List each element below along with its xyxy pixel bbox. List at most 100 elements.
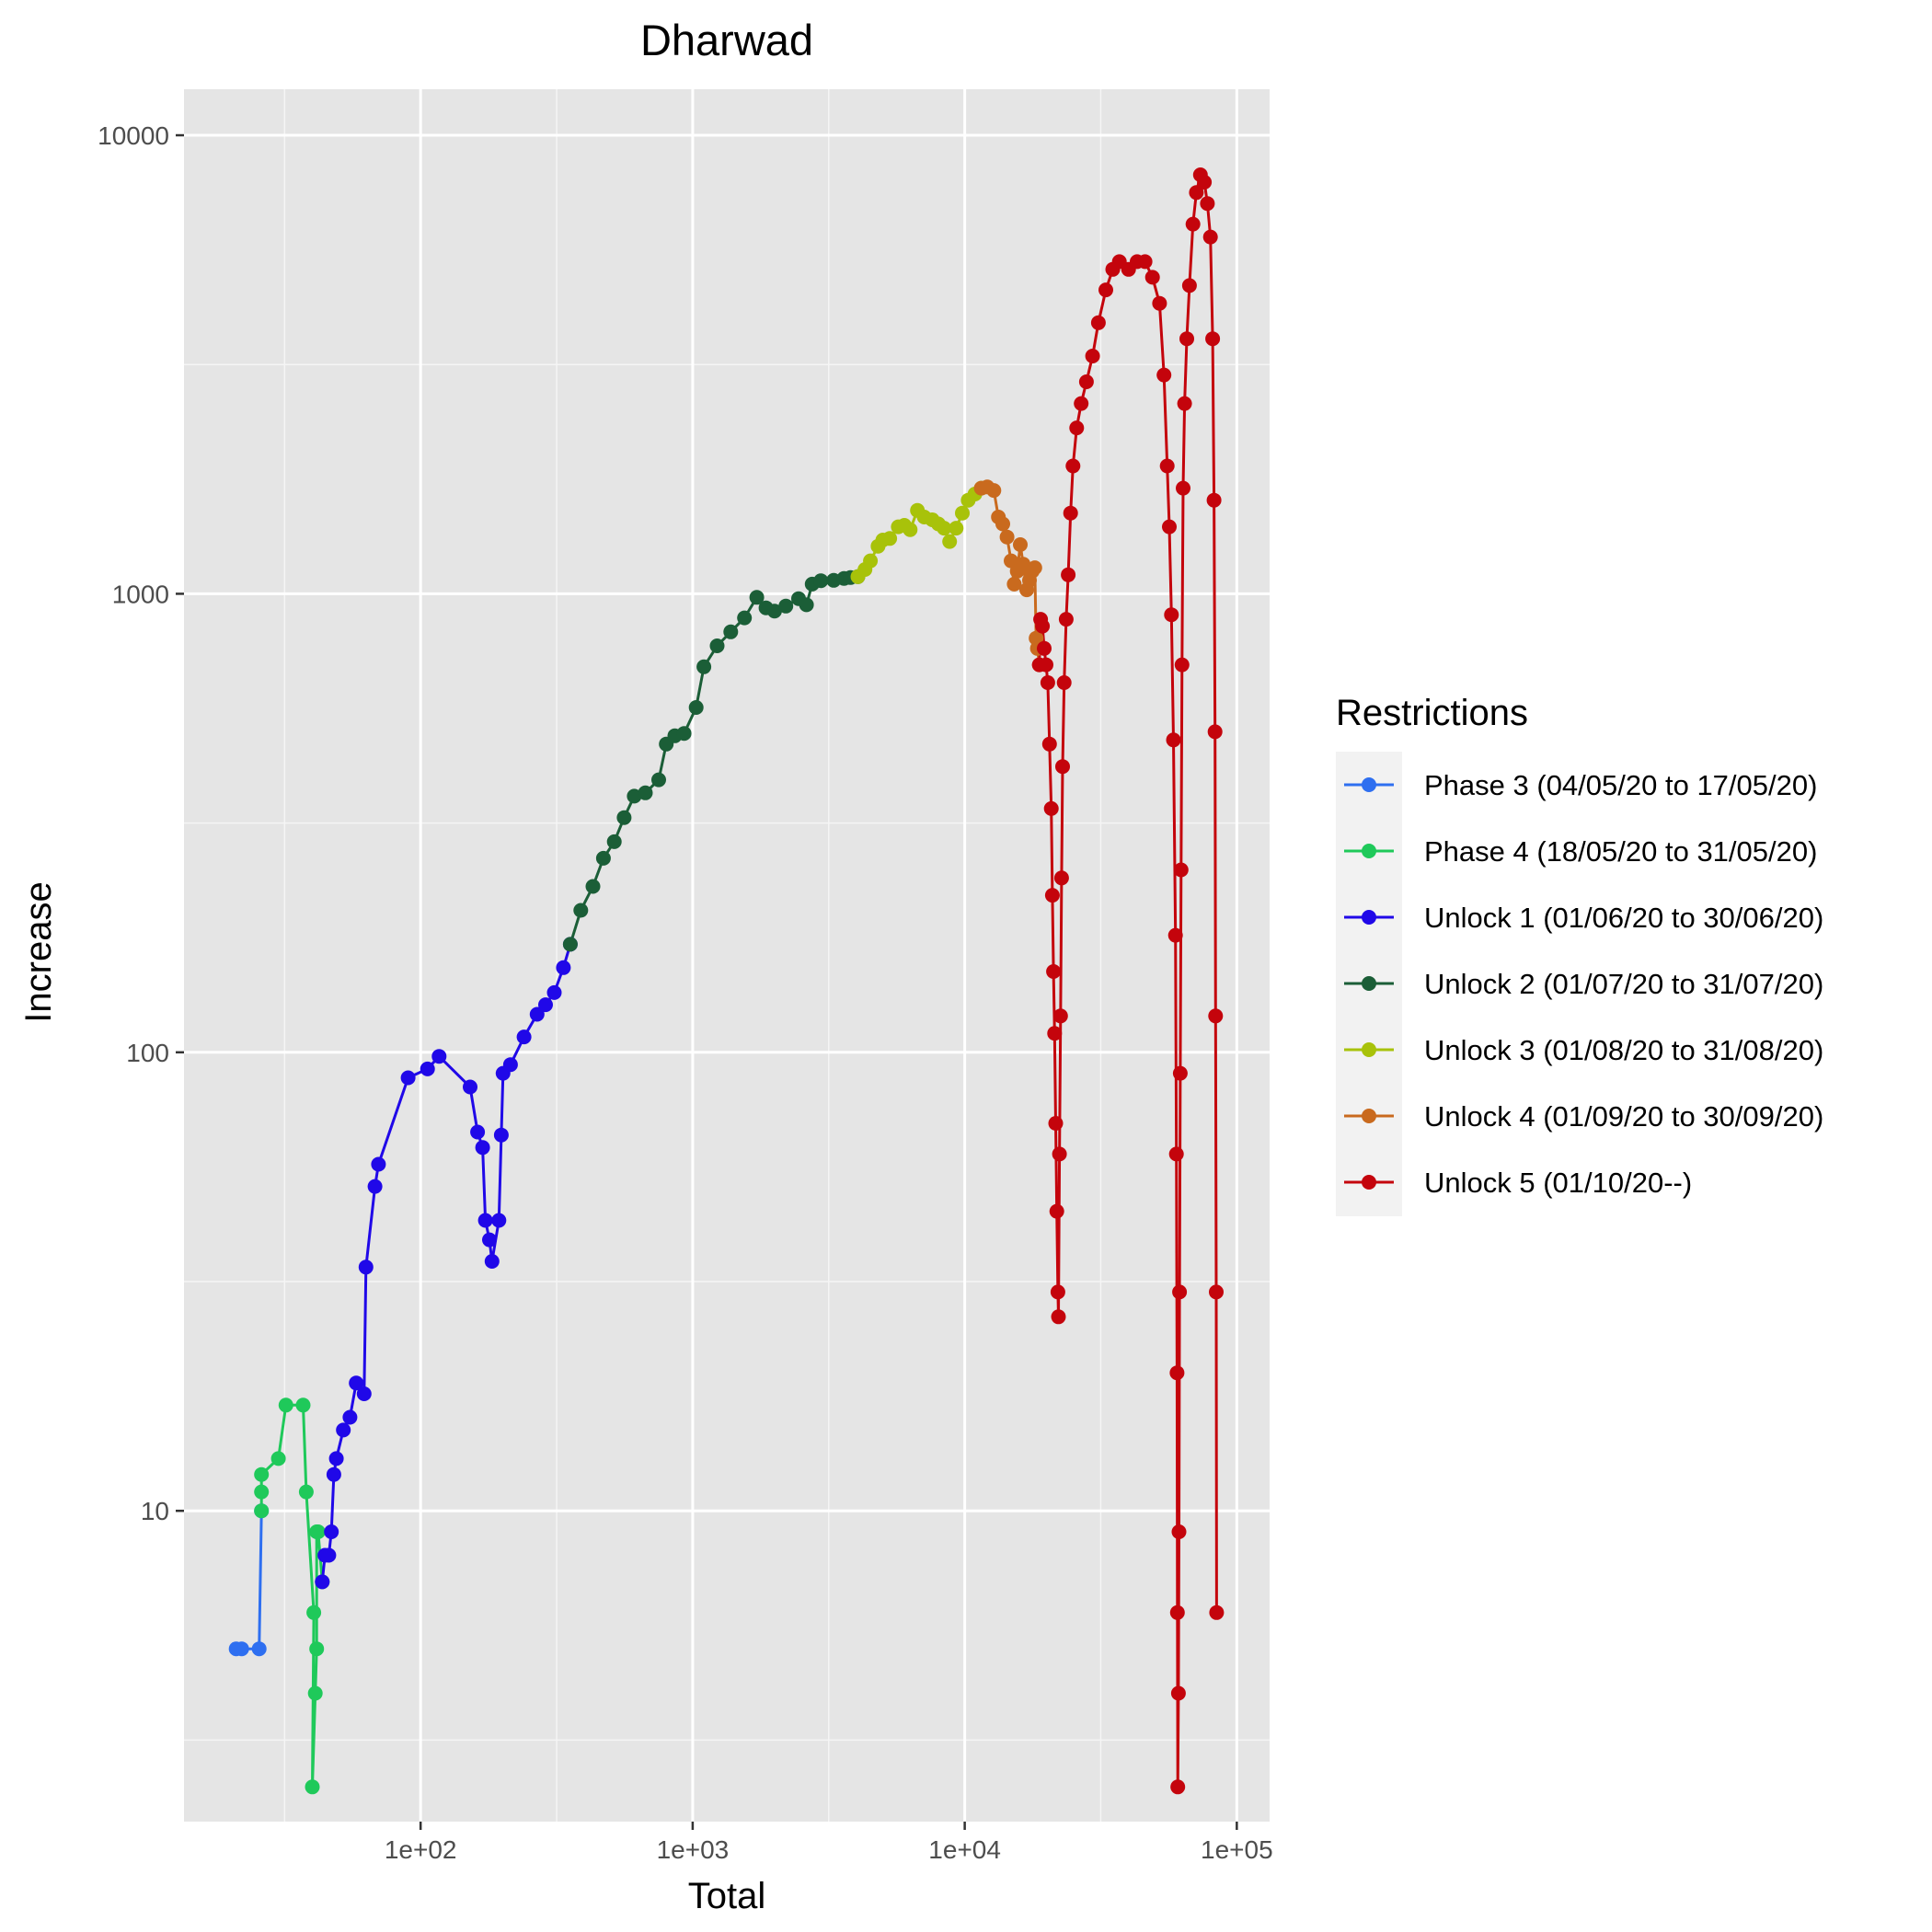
- data-point: [254, 1503, 270, 1519]
- data-point: [1152, 295, 1167, 311]
- data-point: [1052, 1146, 1067, 1162]
- data-point: [307, 1685, 323, 1701]
- legend-key-point: [1362, 777, 1376, 792]
- data-point: [358, 1259, 374, 1275]
- y-tick-label: 10000: [98, 121, 169, 150]
- legend-key-point: [1362, 844, 1376, 858]
- data-point: [1164, 607, 1179, 623]
- data-point: [1078, 374, 1094, 389]
- data-point: [1047, 1026, 1063, 1041]
- data-point: [585, 879, 601, 894]
- data-point: [1090, 315, 1106, 330]
- data-point: [1052, 1008, 1068, 1024]
- data-point: [1179, 331, 1194, 347]
- legend-title: Restrictions: [1336, 693, 1528, 733]
- data-point: [1063, 505, 1078, 521]
- data-point: [1185, 216, 1201, 232]
- data-point: [516, 1029, 532, 1045]
- x-tick-label: 1e+02: [385, 1835, 457, 1864]
- data-point: [1200, 196, 1215, 212]
- data-point: [651, 772, 666, 788]
- legend-key-point: [1362, 910, 1376, 925]
- data-point: [306, 1604, 322, 1620]
- data-point: [1206, 492, 1222, 508]
- y-tick-label: 100: [126, 1039, 169, 1067]
- data-point: [1051, 1309, 1066, 1325]
- data-point: [1050, 1284, 1065, 1300]
- data-point: [1056, 675, 1072, 690]
- data-point: [1043, 800, 1059, 816]
- data-point: [254, 1484, 270, 1500]
- data-point: [616, 810, 632, 825]
- data-point: [937, 521, 952, 536]
- data-point: [1006, 576, 1022, 592]
- data-point: [1169, 1604, 1185, 1620]
- data-point: [477, 1213, 493, 1228]
- data-point: [1065, 458, 1081, 474]
- data-point: [342, 1409, 358, 1425]
- y-tick-label: 10: [141, 1497, 169, 1525]
- data-point: [999, 529, 1015, 545]
- data-point: [1048, 1116, 1064, 1131]
- data-point: [1069, 420, 1085, 436]
- data-point: [328, 1451, 344, 1466]
- data-point: [1172, 1065, 1188, 1081]
- data-point: [278, 1397, 293, 1413]
- data-point: [234, 1641, 249, 1657]
- y-axis-title: Increase: [18, 881, 59, 1022]
- data-point: [778, 598, 794, 614]
- data-point: [995, 516, 1010, 532]
- data-point: [1171, 1524, 1187, 1539]
- data-point: [431, 1049, 447, 1064]
- series-points: [228, 167, 1225, 1795]
- data-point: [251, 1641, 267, 1657]
- data-point: [1049, 1203, 1064, 1219]
- data-point: [1170, 1685, 1186, 1701]
- data-point: [1170, 1779, 1186, 1795]
- data-point: [1013, 537, 1028, 552]
- x-axis-title: Total: [688, 1876, 766, 1916]
- data-point: [356, 1386, 372, 1401]
- legend-label: Unlock 1 (01/06/20 to 30/06/20): [1424, 902, 1823, 934]
- data-point: [1046, 964, 1062, 979]
- data-point: [1209, 1284, 1224, 1300]
- data-point: [305, 1779, 320, 1795]
- data-point: [1144, 270, 1160, 285]
- data-point: [573, 903, 589, 918]
- data-point: [903, 522, 918, 537]
- legend-key-point: [1362, 976, 1376, 991]
- data-point: [367, 1179, 383, 1194]
- data-point: [371, 1156, 386, 1172]
- data-point: [638, 785, 653, 800]
- major-gridlines: [184, 89, 1270, 1822]
- data-point: [813, 573, 829, 589]
- data-point: [400, 1070, 416, 1086]
- data-point: [799, 597, 814, 613]
- data-point: [1172, 1284, 1188, 1300]
- data-point: [310, 1524, 326, 1539]
- data-point: [463, 1079, 477, 1095]
- data-point: [863, 553, 879, 569]
- legend-key-point: [1362, 1175, 1376, 1190]
- data-point: [1159, 458, 1175, 474]
- legend-label: Unlock 3 (01/08/20 to 31/08/20): [1424, 1034, 1823, 1066]
- data-point: [1173, 862, 1189, 878]
- data-point: [955, 505, 970, 521]
- data-point: [1027, 560, 1042, 576]
- data-point: [321, 1547, 337, 1563]
- data-point: [1098, 282, 1113, 298]
- data-point: [766, 604, 782, 619]
- data-point: [484, 1254, 500, 1269]
- data-point: [1177, 396, 1192, 411]
- data-point: [1074, 396, 1089, 411]
- data-point: [595, 850, 611, 866]
- data-point: [1197, 175, 1213, 190]
- data-point: [676, 726, 692, 742]
- data-point: [1137, 254, 1153, 270]
- x-tick-label: 1e+04: [928, 1835, 1001, 1864]
- data-point: [420, 1061, 435, 1076]
- data-point: [1037, 640, 1052, 656]
- data-point: [1166, 732, 1181, 748]
- data-point: [1174, 657, 1190, 673]
